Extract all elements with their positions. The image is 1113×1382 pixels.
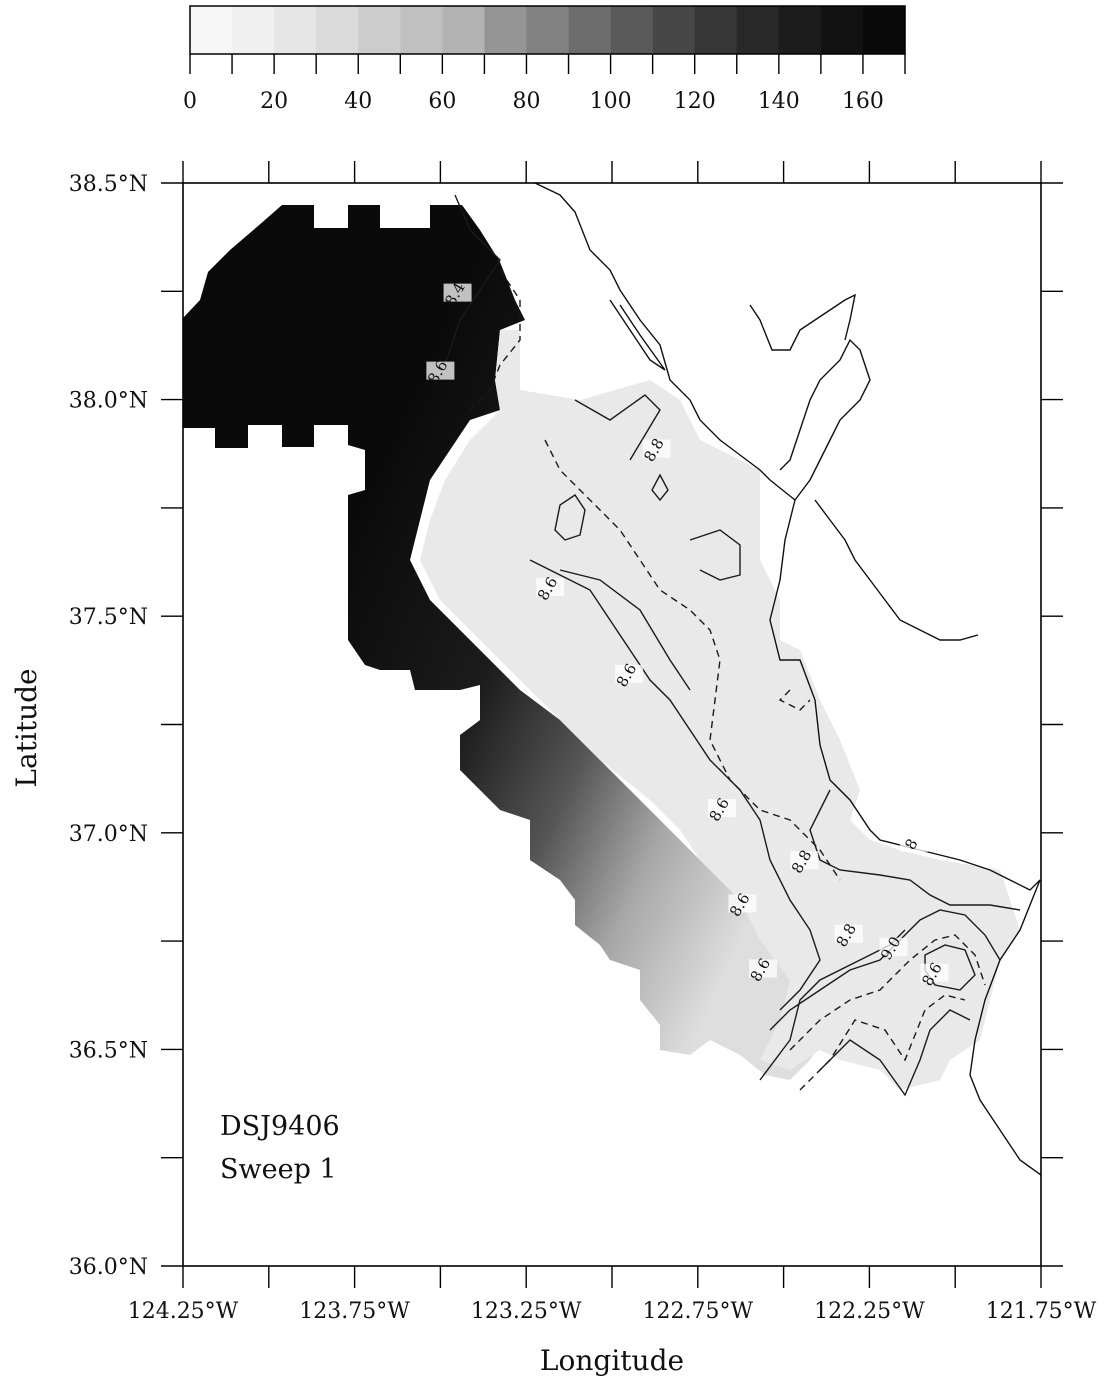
cruise-id-label: DSJ9406 [220, 1111, 340, 1142]
contour-solid-5 [559, 569, 691, 691]
coastline-north-bay-path [749, 293, 856, 351]
colorbar-frame [189, 5, 906, 55]
contour-lines [439, 194, 1021, 1097]
colorbar-band [232, 6, 275, 54]
x-tick-label: 124.25°W [128, 1299, 239, 1324]
colorbar-tick-label: 160 [842, 89, 884, 114]
contour-label-backdrop [642, 439, 671, 458]
colorbar-tick-label: 0 [183, 89, 197, 114]
shelf-light-region [420, 330, 1020, 1090]
coastline-bay-path [779, 338, 871, 501]
colorbar-tick-label: 20 [260, 89, 288, 114]
contour-dashed-2 [544, 439, 841, 881]
contour-label-backdrop [834, 924, 863, 943]
contour-solid-8 [819, 1009, 971, 1097]
contour-dashed-3 [778, 689, 811, 711]
contour-dashed-4 [789, 934, 986, 1051]
contour-oval [554, 494, 586, 541]
contour-solid-2 [574, 394, 661, 461]
colorbar-band [568, 6, 612, 54]
coastline-peninsula-path [609, 299, 666, 371]
contour-label-backdrop [426, 361, 455, 380]
contour-label-backdrop [749, 959, 778, 978]
colorbar-band [736, 6, 780, 54]
y-tick-label: 37.0°N [69, 822, 148, 847]
colorbar-tick-label: 120 [674, 89, 716, 114]
deep-water-region [183, 205, 830, 1080]
colorbar-band [358, 6, 401, 54]
colorbar-band [694, 6, 738, 54]
colorbar-band [316, 6, 359, 54]
contour-label-backdrop [707, 799, 736, 818]
colorbar-tick-label: 100 [590, 89, 632, 114]
contour-label-backdrop [728, 894, 757, 913]
coastline-monterey-path [969, 879, 1041, 1176]
colorbar-band [610, 6, 654, 54]
colorbar-band [274, 6, 317, 54]
colorbar-band [820, 6, 864, 54]
sweep-label: Sweep 1 [220, 1154, 337, 1185]
colorbar-band [400, 6, 443, 54]
contour-solid-1 [439, 194, 501, 381]
colorbar-band [862, 6, 906, 54]
colorbar-band [484, 6, 527, 54]
contour-solid-4 [689, 529, 741, 581]
colorbar-tick-label: 40 [344, 89, 372, 114]
contour-label-backdrop [879, 937, 908, 956]
colorbar-band [526, 6, 570, 54]
contour-label-backdrop [900, 833, 929, 852]
contour-label-backdrop [443, 283, 472, 302]
x-tick-label: 123.75°W [299, 1299, 410, 1324]
colorbar-band [778, 6, 822, 54]
colorbar-bands [190, 6, 906, 54]
contour-label-backdrop [536, 578, 565, 597]
contour-solid-6 [809, 789, 1021, 911]
colorbar-ticks [189, 54, 906, 74]
y-tick-label: 36.5°N [69, 1038, 148, 1063]
coastline [534, 183, 1041, 1176]
y-tick-label: 37.5°N [69, 605, 148, 630]
y-tick-label: 38.5°N [69, 172, 148, 197]
colorbar-tick-labels: 0 20 40 60 80 100 120 140 160 [183, 89, 884, 114]
contour-diamond [651, 473, 669, 502]
x-tick-label: 122.75°W [643, 1299, 754, 1324]
x-tick-label: 122.25°W [814, 1299, 925, 1324]
contour-dashed-1 [469, 269, 521, 411]
colorbar-band [652, 6, 696, 54]
colorbar-tick-label: 60 [428, 89, 456, 114]
y-tick-labels: 38.5°N 38.0°N 37.5°N 37.0°N 36.5°N 36.0°N [69, 172, 148, 1280]
x-tick-label: 123.25°W [471, 1299, 582, 1324]
shaded-field [183, 205, 1020, 1090]
axis-ticks [161, 161, 1063, 1288]
colorbar: 0 20 40 60 80 100 120 140 160 [183, 5, 906, 114]
coastline-outer-path [534, 183, 1041, 891]
colorbar-band [190, 6, 233, 54]
contour-solid-3 [529, 559, 821, 1011]
colorbar-tick-label: 140 [758, 89, 800, 114]
y-tick-label: 38.0°N [69, 389, 148, 414]
x-tick-label: 121.75°W [986, 1299, 1097, 1324]
contour-label-backdrop [790, 851, 819, 870]
coastline-delta-path [814, 499, 979, 641]
contour-label-backdrop [920, 963, 949, 982]
x-tick-labels: 124.25°W 123.75°W 123.25°W 122.75°W 122.25°W… [128, 1299, 1097, 1324]
contour-dashed-5 [799, 994, 966, 1091]
x-axis-title: Longitude [540, 1344, 684, 1377]
y-axis-title: Latitude [10, 668, 43, 787]
colorbar-band [442, 6, 485, 54]
colorbar-tick-label: 80 [512, 89, 540, 114]
y-tick-label: 36.0°N [69, 1255, 148, 1280]
contour-label-backdrop [615, 664, 644, 683]
